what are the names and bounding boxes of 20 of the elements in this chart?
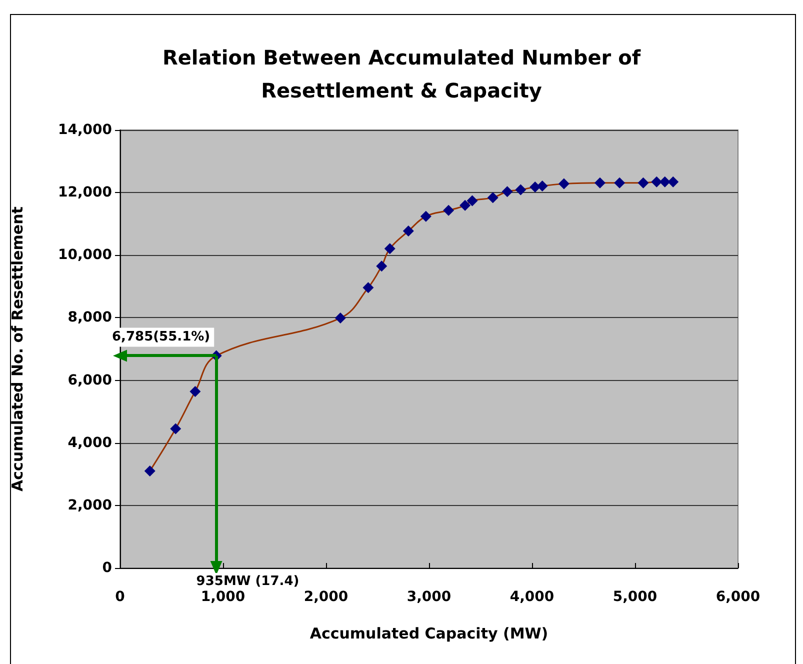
y-tick-label: 4,000: [68, 434, 112, 451]
y-axis-title: Accumulated No. of Resettlement: [8, 206, 26, 492]
y-tick-label: 8,000: [68, 310, 112, 326]
x-tick-label: 3,000: [406, 589, 452, 605]
y-tick-label: 12,000: [58, 184, 112, 201]
x-tick-label: 2,000: [304, 589, 348, 605]
y-tick-label: 10,000: [58, 247, 112, 264]
x-tick-label: 5,000: [612, 589, 658, 605]
y-tick-label: 0: [102, 560, 112, 576]
y-tick-label: 2,000: [68, 497, 112, 514]
chart-title: Relation Between Accumulated Number of Resettlement & Capacity: [162, 46, 641, 102]
x-tick-label: 6,000: [716, 589, 760, 605]
annotation: 935MW (17.4): [196, 574, 300, 589]
x-tick-label: 1,000: [200, 589, 246, 605]
x-axis-title: Accumulated Capacity (MW): [310, 624, 548, 642]
annotation: 6,785(55.1%): [112, 330, 210, 345]
y-tick-label: 14,000: [58, 122, 112, 138]
y-tick-label: 6,000: [68, 372, 112, 388]
x-tick-label: 4,000: [510, 589, 554, 605]
x-tick-label: 0: [115, 589, 126, 605]
